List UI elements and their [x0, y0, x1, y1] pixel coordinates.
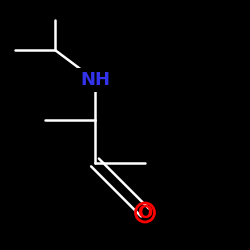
Text: NH: NH: [80, 71, 110, 89]
Text: O: O: [138, 204, 152, 222]
